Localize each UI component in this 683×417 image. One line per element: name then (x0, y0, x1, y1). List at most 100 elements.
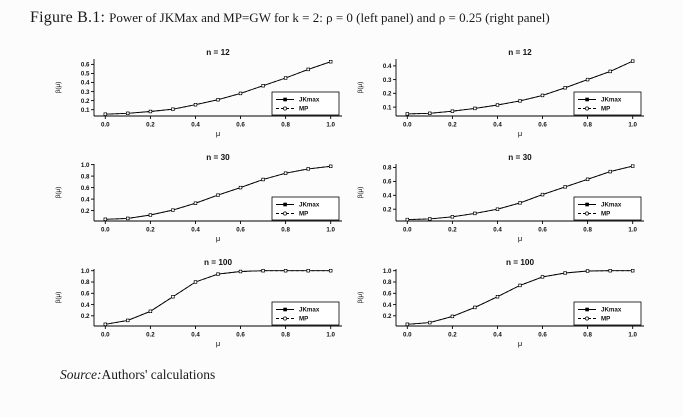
x-tick-label: 1.0 (326, 122, 335, 129)
marker-mp (148, 110, 152, 113)
marker-mp (518, 283, 522, 287)
marker-mp (171, 107, 175, 111)
legend-label-mp: MP (601, 106, 610, 113)
x-tick-label: 0.4 (493, 122, 502, 129)
x-tick-label: 0.0 (403, 332, 412, 339)
chart-n100-right-panel: n = 100 β(μ) 0.2 0.4 0.6 0.8 1.0 0.0 0.2 0.4 0.6 0.… (357, 258, 644, 348)
legend-box (271, 91, 340, 116)
series-line-mp (105, 61, 331, 115)
y-tick-label: 0.4 (383, 302, 392, 309)
x-tick-label: 0.8 (583, 122, 592, 129)
legend-marker-jkmax (283, 307, 287, 312)
marker-mp (194, 201, 197, 205)
x-tick-label: 0.8 (583, 227, 592, 234)
x-tick-label: 0.8 (281, 332, 290, 339)
marker-mp (284, 269, 288, 273)
figure-caption: Figure B.1: Power of JKMax and MP=GW for… (30, 9, 675, 27)
marker-mp (608, 269, 612, 273)
x-tick-label: 0.6 (538, 332, 547, 339)
marker-mp (306, 67, 310, 71)
chart-title: n = 30 (508, 153, 532, 162)
y-tick-label: 0.3 (383, 77, 392, 84)
y-tick-label: 0.4 (81, 196, 90, 203)
figure-label: Figure B.1: (30, 9, 106, 26)
x-tick-label: 0.0 (403, 227, 412, 234)
legend-box (271, 301, 340, 326)
x-axis-label: μ (216, 129, 220, 138)
marker-mp (405, 112, 409, 116)
marker-mp (216, 272, 220, 276)
marker-mp (541, 275, 544, 279)
legend-marker-mp (585, 106, 589, 111)
x-tick-label: 0.6 (236, 122, 245, 129)
x-tick-label: 1.0 (628, 332, 637, 339)
x-tick-label: 0.6 (538, 227, 547, 234)
marker-mp (306, 167, 310, 171)
marker-mp (261, 178, 265, 181)
x-tick-label: 0.4 (191, 332, 200, 339)
marker-mp (239, 91, 242, 95)
chart-title: n = 12 (508, 48, 532, 57)
x-tick-label: 0.6 (538, 122, 547, 129)
legend-marker-jkmax (585, 202, 589, 207)
marker-mp (405, 322, 409, 326)
marker-mp (329, 269, 333, 273)
legend-marker-mp (585, 316, 589, 321)
marker-mp (450, 109, 454, 113)
marker-mp (103, 112, 107, 116)
x-tick-label: 0.4 (191, 227, 200, 234)
marker-mp (216, 193, 220, 197)
chart-title: n = 30 (206, 153, 230, 162)
marker-mp (473, 211, 477, 215)
y-tick-label: 0.1 (383, 104, 392, 111)
marker-mp (586, 78, 590, 82)
marker-mp (473, 106, 477, 110)
y-axis-label: β(μ) (55, 292, 62, 304)
marker-mp (126, 216, 130, 220)
x-tick-label: 0.6 (236, 332, 245, 339)
legend-label-mp: MP (299, 106, 308, 113)
marker-mp (450, 314, 454, 318)
x-tick-label: 0.2 (146, 227, 155, 234)
chart-n30-right-panel: n = 30 β(μ) 0.2 0.4 0.6 0.8 0.0 0.2 0.4 0.6 0.8 1.0… (357, 153, 644, 243)
y-tick-label: 0.5 (81, 71, 90, 78)
legend-label-jkmax: JKmax (601, 307, 622, 314)
legend-marker-jkmax (283, 202, 287, 207)
marker-mp (518, 201, 522, 205)
y-tick-label: 0.2 (383, 313, 392, 320)
legend-box (573, 301, 642, 326)
marker-mp (496, 207, 499, 211)
y-tick-label: 0.2 (383, 206, 392, 213)
y-tick-label: 0.8 (81, 173, 90, 180)
x-tick-label: 0.4 (191, 122, 200, 129)
y-tick-label: 0.2 (81, 313, 90, 320)
marker-mp (194, 280, 197, 284)
y-tick-label: 0.2 (383, 91, 392, 98)
marker-mp (563, 185, 567, 189)
x-tick-label: 0.0 (101, 332, 110, 339)
x-tick-label: 1.0 (628, 122, 637, 129)
y-axis-label: β(μ) (55, 82, 62, 94)
source-text: Authors' calculations (101, 367, 216, 382)
series-line-mp (407, 60, 633, 115)
marker-mp (518, 99, 522, 103)
chart-title: n = 100 (204, 258, 232, 267)
marker-mp (496, 103, 499, 107)
marker-mp (563, 271, 567, 275)
y-tick-label: 0.6 (383, 291, 392, 298)
y-tick-label: 0.1 (81, 107, 90, 114)
marker-mp (329, 164, 333, 168)
legend-label-mp: MP (601, 211, 610, 218)
x-axis-label: μ (216, 234, 220, 243)
marker-mp (450, 215, 454, 219)
chart-title: n = 12 (206, 48, 230, 57)
marker-mp (428, 321, 432, 325)
marker-mp (586, 269, 590, 273)
x-tick-label: 0.8 (281, 227, 290, 234)
marker-mp (428, 111, 432, 115)
marker-mp (126, 111, 130, 115)
legend-marker-jkmax (585, 97, 589, 102)
legend-label-jkmax: JKmax (299, 202, 320, 209)
marker-mp (541, 93, 544, 97)
legend-marker-jkmax (585, 307, 589, 312)
